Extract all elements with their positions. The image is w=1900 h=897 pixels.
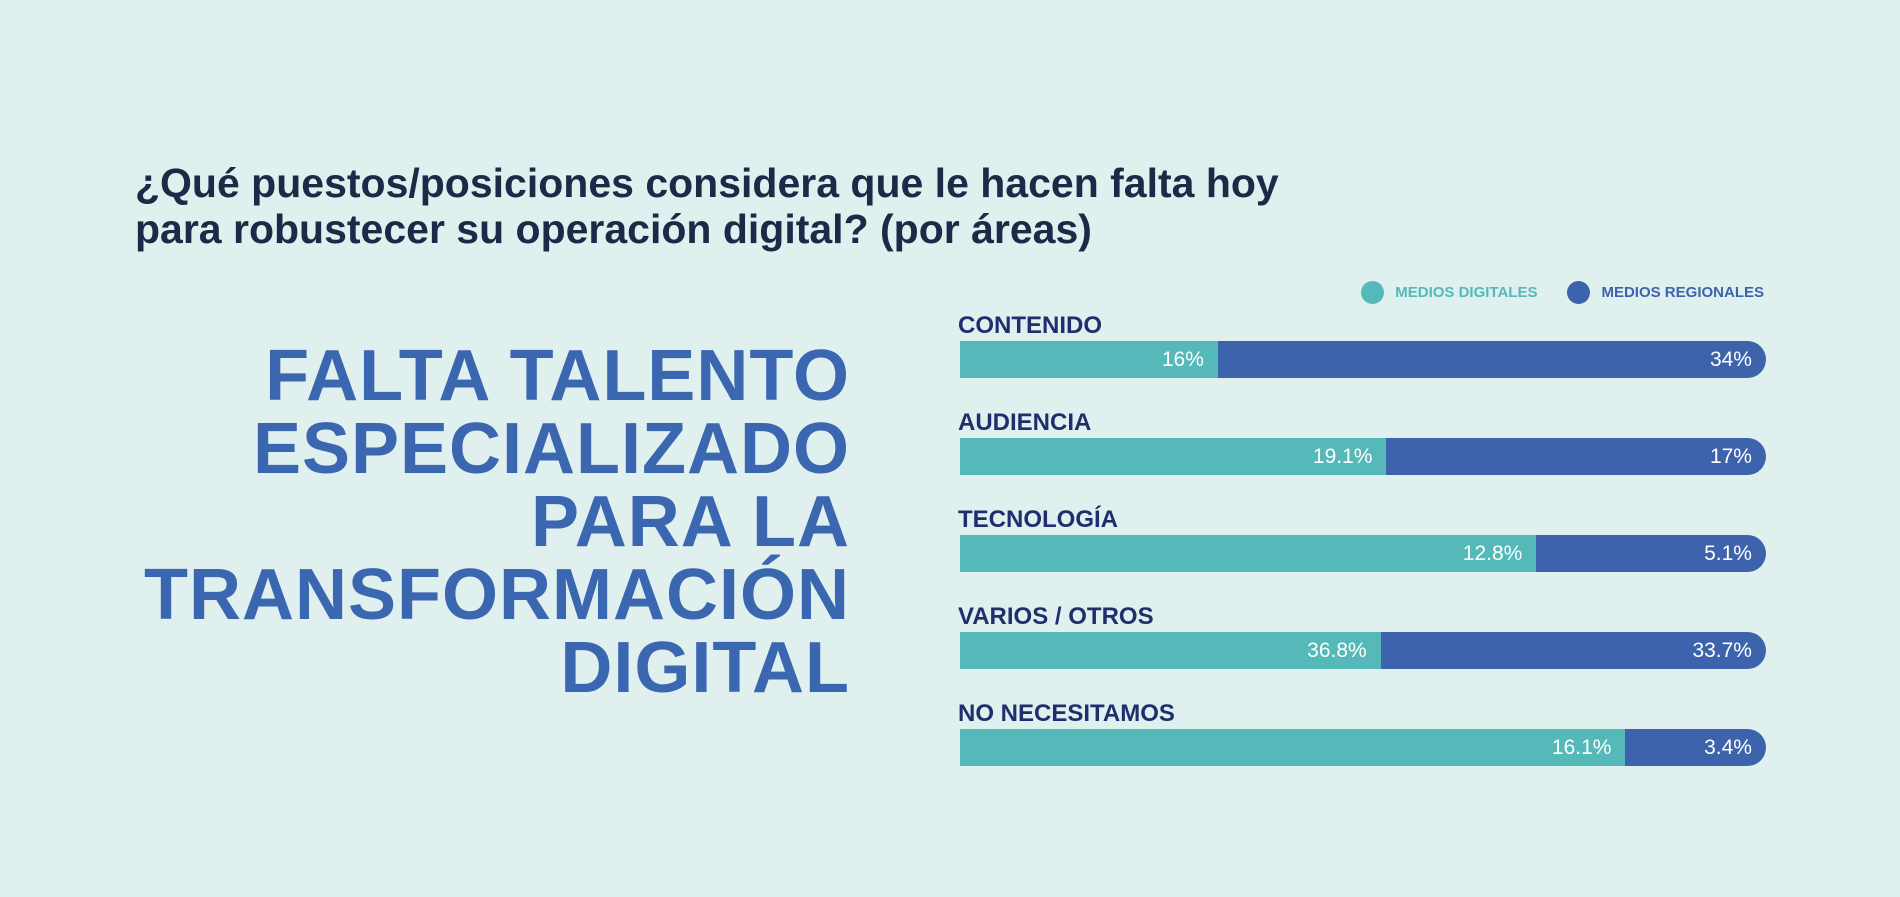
category-label: TECNOLOGÍA [958,506,1118,533]
legend-label-digitales: MEDIOS DIGITALES [1395,284,1538,301]
chart-row: CONTENIDO 16% 34% [958,306,1768,403]
category-label: AUDIENCIA [958,409,1092,436]
legend-label-regionales: MEDIOS REGIONALES [1601,284,1764,301]
question-line-1: ¿Qué puestos/posiciones considera que le… [135,160,1279,206]
legend-dot-regionales [1567,281,1591,304]
stacked-bar: 16% 34% [960,341,1766,378]
stacked-bar: 36.8% 33.7% [960,632,1766,669]
chart-row: TECNOLOGÍA 12.8% 5.1% [958,500,1768,597]
headline-line-3: PARA LA [531,482,850,562]
chart-question: ¿Qué puestos/posiciones considera que le… [135,160,1335,252]
headline-line-5: DIGITAL [560,628,850,708]
stacked-bar: 19.1% 17% [960,438,1766,475]
category-label: CONTENIDO [958,312,1102,339]
chart-row: VARIOS / OTROS 36.8% 33.7% [958,597,1768,694]
headline-line-4: TRANSFORMACIÓN [144,555,850,635]
bar-segment-regionales: 3.4% [1625,729,1766,766]
chart-legend: MEDIOS DIGITALES MEDIOS REGIONALES [1331,281,1764,304]
bar-segment-digitales: 16.1% [960,729,1626,766]
legend-item-digitales: MEDIOS DIGITALES [1361,281,1537,304]
bar-segment-digitales: 36.8% [960,632,1381,669]
category-label: NO NECESITAMOS [958,700,1175,727]
headline-line-1: FALTA TALENTO [265,336,850,416]
legend-item-regionales: MEDIOS REGIONALES [1567,281,1764,304]
stacked-bar: 12.8% 5.1% [960,535,1766,572]
category-label: VARIOS / OTROS [958,603,1154,630]
headline: FALTA TALENTO ESPECIALIZADO PARA LA TRAN… [80,340,850,705]
question-line-2: para robustecer su operación digital? (p… [135,206,1092,252]
bar-segment-regionales: 5.1% [1536,535,1766,572]
bar-segment-regionales: 17% [1386,438,1766,475]
stacked-bar: 16.1% 3.4% [960,729,1766,766]
legend-dot-digitales [1361,281,1385,304]
headline-line-2: ESPECIALIZADO [252,409,850,489]
bar-segment-digitales: 12.8% [960,535,1537,572]
chart-row: NO NECESITAMOS 16.1% 3.4% [958,694,1768,791]
bar-segment-digitales: 16% [960,341,1218,378]
bar-segment-regionales: 34% [1217,341,1766,378]
chart-row: AUDIENCIA 19.1% 17% [958,403,1768,500]
bar-segment-digitales: 19.1% [960,438,1387,475]
bar-segment-regionales: 33.7% [1380,632,1766,669]
stacked-bar-chart: CONTENIDO 16% 34% AUDIENCIA 19.1% 17% TECNOLOG… [958,306,1768,791]
